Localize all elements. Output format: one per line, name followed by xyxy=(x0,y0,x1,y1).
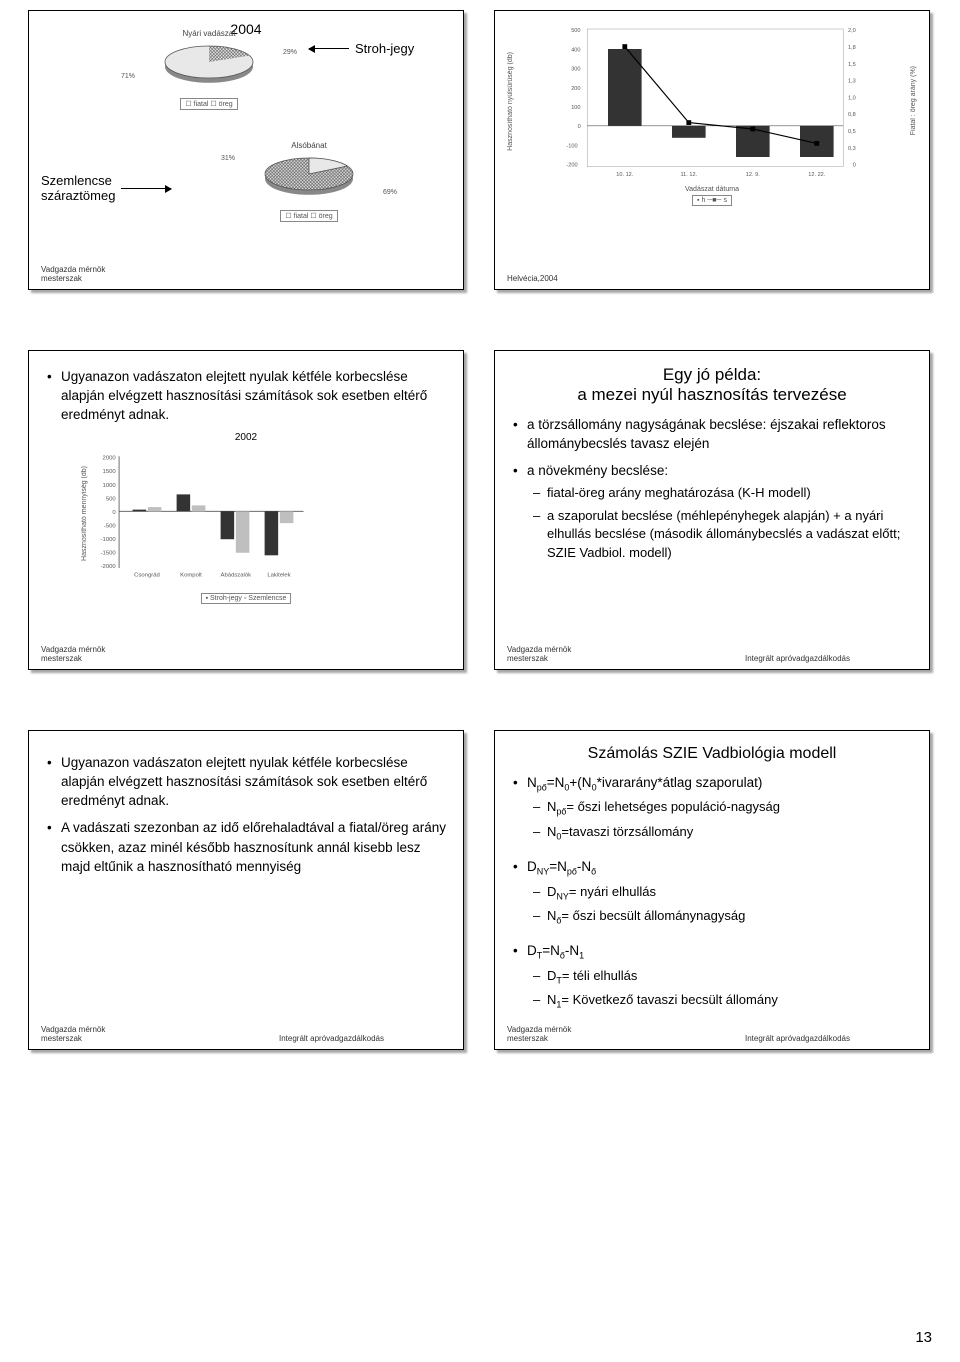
svg-text:-100: -100 xyxy=(566,143,577,149)
svg-text:500: 500 xyxy=(571,28,580,34)
svg-text:-200: -200 xyxy=(566,163,577,169)
pct-69: 69% xyxy=(383,189,397,196)
footer-left: Vadgazda mérnökmesterszak xyxy=(41,265,105,283)
svg-text:0: 0 xyxy=(578,124,581,130)
d-b2s2: a szaporulat becslése (méhlepényhegek al… xyxy=(533,507,917,562)
svg-text:11. 12.: 11. 12. xyxy=(680,172,697,178)
d-b2s1: fiatal-öreg arány meghatározása (K-H mod… xyxy=(533,484,917,502)
legend-combo: ▪ h ─■─ s xyxy=(692,195,732,206)
svg-text:10. 12.: 10. 12. xyxy=(616,172,634,178)
svg-text:0,8: 0,8 xyxy=(848,112,856,118)
footer-d-l: Vadgazda mérnökmesterszak xyxy=(507,645,571,663)
bar-2 xyxy=(672,126,706,138)
footer-c: Vadgazda mérnökmesterszak xyxy=(41,645,105,663)
x-axis-label: Vadászat dátuma xyxy=(520,186,904,193)
svg-text:0,5: 0,5 xyxy=(848,129,856,135)
eq2s1: DNY= nyári elhullás xyxy=(533,883,917,903)
svg-text:0: 0 xyxy=(112,510,116,516)
svg-text:300: 300 xyxy=(571,67,580,73)
bullet-c1: Ugyanazon vadászaton elejtett nyulak két… xyxy=(47,367,451,424)
footer-f-r: Integrált apróvadgazdálkodás xyxy=(745,1034,850,1043)
svg-text:400: 400 xyxy=(571,47,580,53)
pct-29: 29% xyxy=(283,49,297,56)
svg-text:-1000: -1000 xyxy=(101,537,117,543)
label-stroh: Stroh-jegy xyxy=(355,41,414,56)
pie-top-title: Nyári vadászat xyxy=(139,29,279,38)
arrow-szemlencse: Szemlencse száraztömeg xyxy=(41,173,171,203)
eq2s2: Nő= őszi becsült állománynagyság xyxy=(533,907,917,927)
left-axis-label: Hasznosítható nyúlsűrűség (db) xyxy=(507,52,514,151)
combo-chart-svg: 500 400 300 200 100 0 -100 -200 2,0 1,8 1,5 1,3… xyxy=(520,21,904,181)
title-d: Egy jó példa:a mezei nyúl hasznosítás te… xyxy=(507,365,917,405)
slide-example: Egy jó példa:a mezei nyúl hasznosítás te… xyxy=(494,350,930,670)
e-b1: Ugyanazon vadászaton elejtett nyulak két… xyxy=(47,753,451,810)
page-number: 13 xyxy=(915,1329,932,1346)
label-szem-1: Szemlencse xyxy=(41,173,115,188)
title-f: Számolás SZIE Vadbiológia modell xyxy=(507,745,917,763)
svg-text:100: 100 xyxy=(571,105,580,111)
slide-pie-2004: 2004 Stroh-jegy Nyári vadászat 29% 71% ☐… xyxy=(28,10,464,290)
svg-text:Csongrád: Csongrád xyxy=(134,573,160,579)
slide-combo-chart: Hasznosítható nyúlsűrűség (db) 500 400 300… xyxy=(494,10,930,290)
chart2002-title: 2002 xyxy=(41,432,451,443)
svg-text:12. 9.: 12. 9. xyxy=(746,172,760,178)
footer-e-l: Vadgazda mérnökmesterszak xyxy=(41,1025,105,1043)
e-b2: A vadászati szezonban az idő előrehaladt… xyxy=(47,818,451,875)
svg-text:0,3: 0,3 xyxy=(848,146,856,152)
eq1: Npő=N0+(N0*ivararány*átlag szaporulat) N… xyxy=(513,773,917,843)
pie-top: Nyári vadászat 29% 71% ☐ fiatal ☐ öreg xyxy=(139,29,279,111)
slide-formulas: Számolás SZIE Vadbiológia modell Npő=N0+… xyxy=(494,730,930,1050)
svg-text:1500: 1500 xyxy=(103,470,117,476)
eq3s1: DT= téli elhullás xyxy=(533,967,917,987)
svg-text:1,0: 1,0 xyxy=(848,95,856,101)
svg-text:Abádszalók: Abádszalók xyxy=(221,573,252,579)
arrow-stroh: Stroh-jegy xyxy=(309,41,414,56)
eq3: DT=Nő-N1 DT= téli elhullás N1= Következő… xyxy=(513,941,917,1011)
svg-text:-500: -500 xyxy=(104,524,117,530)
svg-text:500: 500 xyxy=(106,497,117,503)
svg-text:12. 22.: 12. 22. xyxy=(808,172,826,178)
slide-text-chart2002: Ugyanazon vadászaton elejtett nyulak két… xyxy=(28,350,464,670)
svg-text:2000: 2000 xyxy=(103,456,117,462)
legend-bot: ☐ fiatal ☐ öreg xyxy=(280,210,337,222)
svg-text:-1500: -1500 xyxy=(101,551,117,557)
pie-top-svg xyxy=(139,38,279,86)
eq1s2: N0=tavaszi törzsállomány xyxy=(533,823,917,843)
svg-text:200: 200 xyxy=(571,86,580,92)
y2002-label: Hasznosítható mennyiség (db) xyxy=(81,466,88,561)
pie-bottom-title: Alsóbánat xyxy=(239,141,379,150)
eq2: DNY=Npő-Nő DNY= nyári elhullás Nő= őszi … xyxy=(513,857,917,927)
footer-b: Helvécia,2004 xyxy=(507,274,558,283)
eq3s2: N1= Következő tavaszi becsült állomány xyxy=(533,991,917,1011)
slide-text-e: Ugyanazon vadászaton elejtett nyulak két… xyxy=(28,730,464,1050)
svg-text:1,8: 1,8 xyxy=(848,45,856,51)
right-axis-label: Fiatal : öreg arány (%) xyxy=(910,66,917,135)
eq1s1: Npő= őszi lehetséges populáció-nagyság xyxy=(533,798,917,818)
pct-71: 71% xyxy=(121,73,135,80)
label-szem-2: száraztömeg xyxy=(41,188,115,203)
legend-top: ☐ fiatal ☐ öreg xyxy=(180,98,237,110)
legend-2002: ▪ Stroh-jegy ▫ Szemlencse xyxy=(201,593,292,604)
svg-text:Lakitelek: Lakitelek xyxy=(267,573,290,579)
svg-text:2,0: 2,0 xyxy=(848,28,856,34)
svg-text:1000: 1000 xyxy=(103,483,117,489)
svg-text:1,3: 1,3 xyxy=(848,79,856,85)
svg-text:Kompolt: Kompolt xyxy=(180,573,202,579)
pct-31: 31% xyxy=(221,155,235,162)
pie-bottom-svg xyxy=(239,150,379,198)
pie-bottom: Alsóbánat 31% 69% ☐ fiatal ☐ öreg xyxy=(239,141,379,223)
footer-f-l: Vadgazda mérnökmesterszak xyxy=(507,1025,571,1043)
svg-text:1,5: 1,5 xyxy=(848,62,856,68)
footer-e-r: Integrált apróvadgazdálkodás xyxy=(279,1034,384,1043)
d-b1: a törzsállomány nagyságának becslése: éj… xyxy=(513,415,917,453)
footer-d-r: Integrált apróvadgazdálkodás xyxy=(745,654,850,663)
d-b2: a növekmény becslése: fiatal-öreg arány … xyxy=(513,461,917,562)
svg-text:-2000: -2000 xyxy=(101,564,117,570)
svg-text:0: 0 xyxy=(853,163,856,169)
barchart-2002: 2000 1500 1000 500 0 -500 -1000 -1500 -2000 Cs… xyxy=(92,443,312,583)
trend-line xyxy=(625,47,817,144)
